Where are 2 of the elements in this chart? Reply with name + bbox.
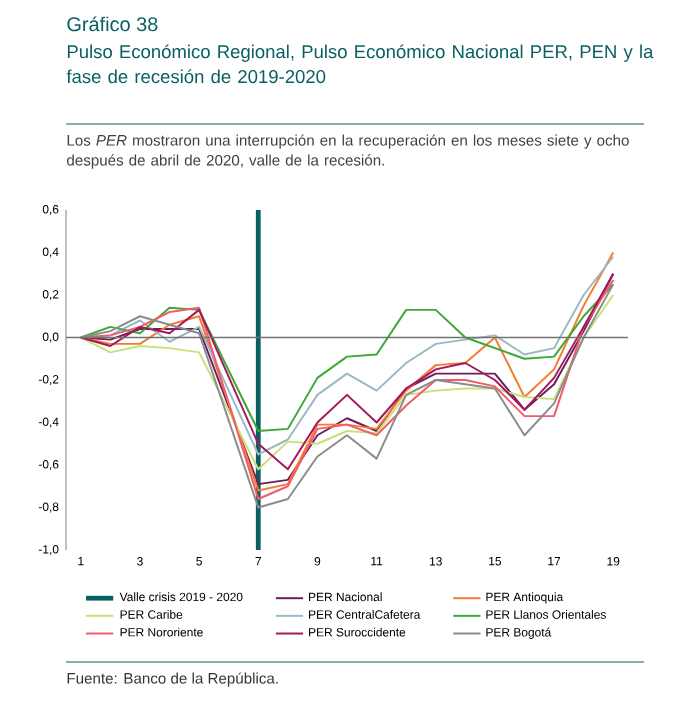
chart-subtitle: Pulso Económico Regional, Pulso Económico Nacional PER, PEN y la fase de recesión de 2019-2020	[66, 44, 654, 84]
chart-title: Gráfico 38	[67, 16, 158, 32]
